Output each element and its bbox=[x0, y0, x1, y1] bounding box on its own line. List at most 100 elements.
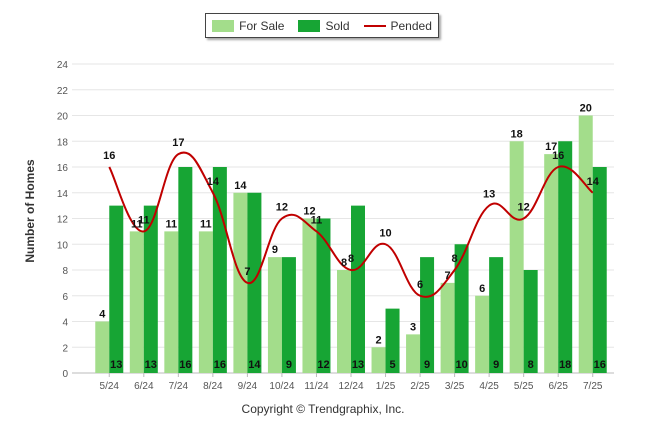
legend-item-pended[interactable]: Pended bbox=[363, 18, 432, 33]
legend-item-for-sale[interactable]: For Sale bbox=[212, 19, 284, 33]
data-label-sold: 16 bbox=[179, 359, 191, 371]
bar-for-sale bbox=[233, 192, 248, 373]
x-tick-label: 2/25 bbox=[410, 381, 430, 392]
legend-label-for-sale: For Sale bbox=[239, 18, 285, 33]
data-label-sold: 5 bbox=[389, 359, 395, 371]
y-tick-label: 8 bbox=[62, 266, 68, 277]
pended-series-line bbox=[108, 151, 594, 298]
bar-sold bbox=[592, 167, 607, 373]
legend-item-sold[interactable]: Sold bbox=[298, 19, 350, 33]
x-tick-label: 7/24 bbox=[169, 381, 189, 392]
data-label-sold: 13 bbox=[352, 359, 364, 371]
bar-for-sale bbox=[544, 154, 559, 373]
data-label-pended: 13 bbox=[483, 189, 495, 201]
data-label-sold: 12 bbox=[317, 359, 329, 371]
bar-sold bbox=[489, 257, 504, 373]
bar-sold bbox=[281, 257, 296, 373]
x-tick-label: 6/24 bbox=[134, 381, 154, 392]
y-tick-label: 22 bbox=[57, 86, 69, 97]
data-label-sold: 9 bbox=[493, 359, 499, 371]
data-label-sold: 16 bbox=[214, 359, 226, 371]
data-label-pended: 14 bbox=[207, 176, 220, 188]
data-label-sold: 14 bbox=[248, 359, 261, 371]
bar-for-sale bbox=[302, 218, 317, 373]
data-label-for-sale: 8 bbox=[341, 257, 347, 269]
bar-for-sale bbox=[578, 115, 593, 373]
pended-line bbox=[108, 151, 594, 298]
data-label-sold: 13 bbox=[110, 359, 122, 371]
sold-swatch-icon bbox=[298, 19, 321, 32]
x-axis-ticks: 5/24 6/24 7/24 8/24 9/24 10/24 11/24 12/24 1/25 2… bbox=[100, 373, 603, 392]
bar-sold bbox=[109, 205, 124, 373]
data-label-sold: 9 bbox=[286, 359, 292, 371]
x-tick-label: 11/24 bbox=[304, 381, 329, 392]
x-tick-label: 4/25 bbox=[479, 381, 499, 392]
x-tick-label: 5/25 bbox=[514, 381, 534, 392]
y-tick-label: 4 bbox=[62, 318, 68, 329]
bar-for-sale bbox=[198, 231, 213, 373]
data-label-sold: 9 bbox=[424, 359, 430, 371]
bar-sold bbox=[454, 244, 469, 373]
bar-sold bbox=[420, 257, 435, 373]
bar-for-sale bbox=[440, 282, 455, 373]
y-tick-label: 16 bbox=[57, 163, 69, 174]
bar-sold bbox=[316, 218, 331, 373]
data-label-sold: 18 bbox=[559, 359, 571, 371]
data-label-for-sale: 11 bbox=[200, 218, 212, 230]
bar-for-sale bbox=[129, 231, 144, 373]
data-label-pended: 16 bbox=[552, 150, 564, 162]
data-label-pended: 10 bbox=[379, 227, 391, 239]
bar-sold bbox=[247, 192, 262, 373]
data-label-pended: 14 bbox=[587, 176, 600, 188]
y-tick-label: 6 bbox=[62, 292, 68, 303]
data-label-for-sale: 9 bbox=[272, 244, 278, 256]
x-tick-label: 12/24 bbox=[338, 381, 363, 392]
x-tick-label: 1/25 bbox=[376, 381, 396, 392]
data-label-for-sale: 2 bbox=[375, 334, 381, 346]
x-tick-label: 10/24 bbox=[269, 381, 294, 392]
data-label-pended: 17 bbox=[172, 137, 184, 149]
y-tick-label: 14 bbox=[57, 189, 69, 200]
data-label-for-sale: 4 bbox=[99, 309, 106, 321]
bar-sold bbox=[523, 270, 538, 373]
data-label-sold: 16 bbox=[594, 359, 606, 371]
data-label-for-sale: 7 bbox=[445, 270, 451, 282]
bar-sold bbox=[351, 205, 365, 373]
data-label-sold: 8 bbox=[528, 359, 534, 371]
y-tick-label: 10 bbox=[57, 240, 69, 251]
data-label-pended: 16 bbox=[103, 150, 115, 162]
data-label-pended: 7 bbox=[244, 266, 250, 278]
x-tick-label: 3/25 bbox=[445, 381, 465, 392]
bar-for-sale bbox=[337, 270, 351, 373]
data-label-for-sale: 18 bbox=[511, 128, 523, 140]
data-label-for-sale: 11 bbox=[131, 218, 143, 230]
bar-for-sale bbox=[267, 257, 282, 373]
x-tick-label: 9/24 bbox=[238, 381, 258, 392]
data-label-sold: 13 bbox=[145, 359, 157, 371]
legend-label-pended: Pended bbox=[390, 18, 432, 33]
bar-sold bbox=[558, 141, 573, 373]
data-label-pended: 8 bbox=[348, 253, 354, 265]
bar-for-sale bbox=[406, 334, 421, 373]
y-tick-label: 0 bbox=[62, 369, 68, 380]
for-sale-swatch-icon bbox=[212, 19, 235, 32]
x-tick-label: 8/24 bbox=[203, 381, 223, 392]
y-tick-label: 2 bbox=[62, 343, 68, 354]
data-labels: 4 13 11 13 11 16 11 16 14 14 9 9 12 12 8 13 2 5 3 9 7 10 6 9 18 8… bbox=[99, 103, 606, 372]
bar-for-sale bbox=[475, 295, 490, 373]
bar-sold bbox=[178, 167, 193, 373]
bar-sold bbox=[143, 205, 158, 373]
bar-sold bbox=[385, 308, 400, 373]
y-tick-label: 18 bbox=[57, 137, 69, 148]
data-label-for-sale: 14 bbox=[234, 180, 247, 192]
y-tick-label: 20 bbox=[57, 112, 69, 123]
y-tick-label: 12 bbox=[57, 215, 69, 226]
copyright: Copyright © Trendgraphix, Inc. bbox=[241, 402, 405, 416]
data-label-for-sale: 17 bbox=[545, 141, 557, 153]
data-label-pended: 6 bbox=[417, 279, 423, 291]
data-label-sold: 10 bbox=[455, 359, 467, 371]
data-label-pended: 11 bbox=[311, 214, 323, 226]
y-tick-label: 24 bbox=[57, 60, 69, 71]
